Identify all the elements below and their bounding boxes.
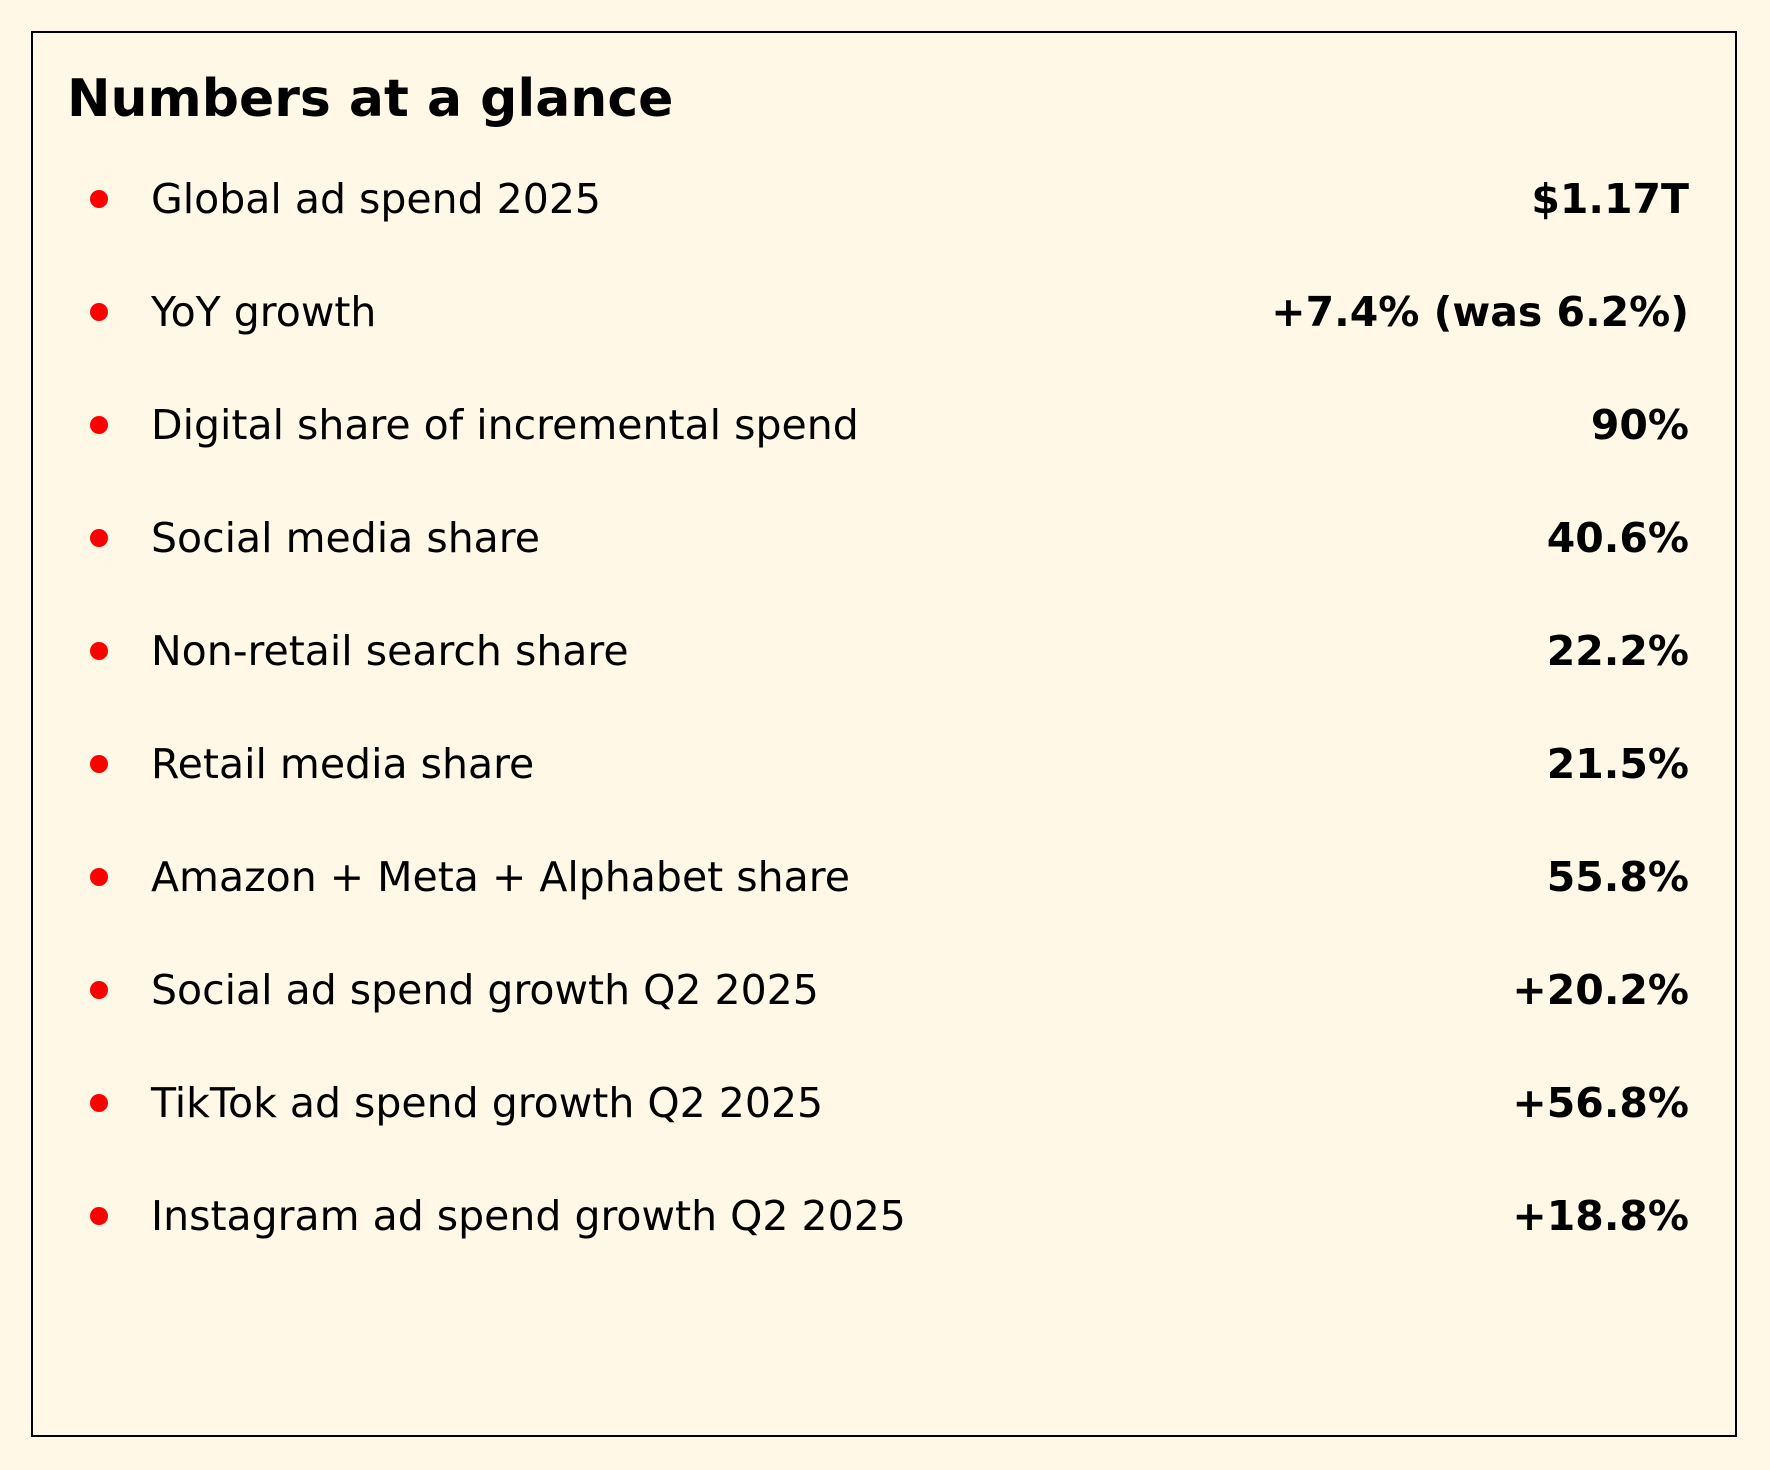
stat-row: Instagram ad spend growth Q2 2025 +18.8% [33,1186,1735,1246]
stat-row: Social ad spend growth Q2 2025 +20.2% [33,960,1735,1020]
bullet-icon [90,303,108,321]
stat-row: Global ad spend 2025 $1.17T [33,169,1735,229]
stat-value: 21.5% [1546,740,1689,788]
stat-value: +18.8% [1512,1192,1689,1240]
stat-label: Instagram ad spend growth Q2 2025 [151,1192,906,1240]
stat-row: Digital share of incremental spend 90% [33,395,1735,455]
stat-label: Digital share of incremental spend [151,401,859,449]
bullet-icon [90,416,108,434]
stat-row: Amazon + Meta + Alphabet share 55.8% [33,847,1735,907]
stat-row: Social media share 40.6% [33,508,1735,568]
stat-label: Amazon + Meta + Alphabet share [151,853,850,901]
bullet-icon [90,868,108,886]
stat-row: Retail media share 21.5% [33,734,1735,794]
stat-value: +56.8% [1512,1079,1689,1127]
bullet-icon [90,755,108,773]
stat-value: 55.8% [1546,853,1689,901]
stat-label: Social media share [151,514,540,562]
stat-row: TikTok ad spend growth Q2 2025 +56.8% [33,1073,1735,1133]
stat-value: +20.2% [1512,966,1689,1014]
bullet-icon [90,642,108,660]
stat-label: Global ad spend 2025 [151,175,601,223]
stat-label: Retail media share [151,740,535,788]
stat-row: YoY growth +7.4% (was 6.2%) [33,282,1735,342]
stat-value: 90% [1590,401,1689,449]
stat-row: Non-retail search share 22.2% [33,621,1735,681]
bullet-icon [90,1207,108,1225]
bullet-icon [90,529,108,547]
stat-value: 40.6% [1546,514,1689,562]
stat-label: YoY growth [151,288,377,336]
numbers-panel: Numbers at a glance Global ad spend 2025… [31,31,1737,1437]
stat-value: $1.17T [1531,175,1689,223]
stat-value: 22.2% [1546,627,1689,675]
panel-title: Numbers at a glance [67,69,674,129]
stat-label: TikTok ad spend growth Q2 2025 [151,1079,824,1127]
stat-label: Non-retail search share [151,627,629,675]
stat-label: Social ad spend growth Q2 2025 [151,966,819,1014]
bullet-icon [90,1094,108,1112]
stat-value: +7.4% (was 6.2%) [1271,288,1689,336]
bullet-icon [90,981,108,999]
bullet-icon [90,190,108,208]
